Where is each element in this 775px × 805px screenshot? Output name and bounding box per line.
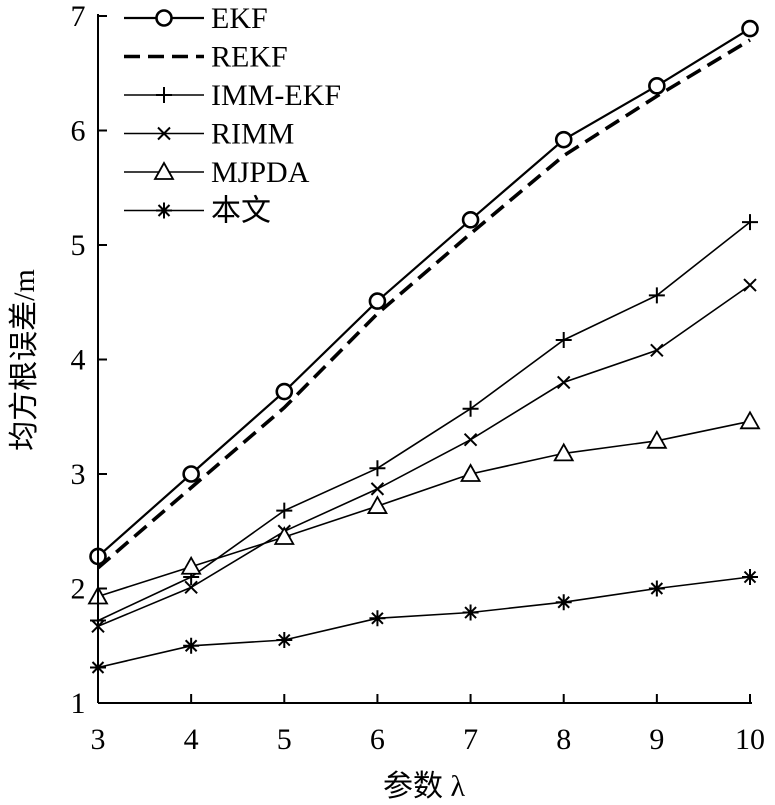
y-tick-label: 3: [71, 458, 86, 491]
legend-marker: [155, 9, 173, 27]
series-4: [87, 410, 761, 605]
y-tick-label: 7: [71, 0, 86, 33]
data-point: [366, 495, 388, 514]
legend-marker: [157, 126, 171, 141]
x-tick-label: 7: [463, 723, 478, 756]
legend-label: RIMM: [211, 118, 294, 151]
data-point: [648, 580, 665, 597]
y-tick-label: 5: [71, 229, 86, 262]
data-point: [184, 580, 198, 595]
x-tick-label: 10: [735, 723, 765, 756]
legend-marker: [156, 87, 172, 103]
series-line: [97, 420, 751, 598]
series-1: [96, 38, 751, 570]
legend-marker: [156, 202, 172, 219]
data-point: [648, 77, 666, 95]
data-point: [739, 410, 761, 430]
x-tick-label: 8: [556, 723, 571, 756]
data-point: [180, 555, 202, 575]
data-point: [554, 130, 573, 149]
y-axis-title: 均方根误差/m: [8, 269, 41, 451]
series-line: [96, 38, 751, 570]
data-point: [182, 465, 200, 483]
data-point: [553, 442, 575, 462]
x-tick-label: 9: [649, 723, 664, 756]
data-point: [742, 214, 758, 231]
x-axis-title: 参数 λ: [383, 770, 465, 803]
data-point: [276, 632, 293, 649]
legend-label: 本文: [211, 195, 271, 228]
y-tick-label: 2: [71, 573, 86, 606]
legend-label: MJPDA: [211, 156, 310, 189]
data-point: [743, 278, 757, 292]
data-point: [650, 343, 664, 358]
y-tick-label: 4: [71, 344, 86, 377]
series-line: [97, 576, 751, 669]
y-tick-label: 6: [71, 115, 86, 148]
data-point: [183, 637, 200, 654]
data-point: [276, 502, 293, 519]
legend: EKF REKF IMM-EKF RIMM MJPDA 本文: [124, 2, 341, 228]
data-point: [462, 604, 479, 621]
axes: 1 2 3 4 5 6 7 3 4 5 6 7 8 9 10: [71, 0, 766, 756]
data-point: [368, 292, 387, 310]
data-point: [555, 594, 572, 611]
data-point: [275, 382, 294, 401]
legend-label: EKF: [211, 2, 268, 35]
y-tick-label: 1: [71, 687, 86, 720]
legend-item: REKF: [124, 41, 288, 74]
legend-marker: [153, 161, 175, 180]
series-line: [97, 284, 751, 628]
legend-item: 本文: [124, 195, 271, 228]
data-point: [648, 287, 665, 304]
data-point: [273, 526, 295, 545]
plot-area: [87, 19, 761, 676]
legend-item: EKF: [124, 2, 268, 35]
legend-item: MJPDA: [124, 156, 310, 189]
series-0: [89, 19, 759, 566]
legend-label: REKF: [211, 41, 288, 74]
series-2: [90, 214, 758, 629]
legend-label: IMM-EKF: [211, 79, 341, 112]
x-tick-label: 6: [370, 723, 385, 756]
x-tick-label: 4: [184, 723, 199, 756]
data-point: [370, 482, 385, 496]
data-point: [462, 400, 479, 417]
data-point: [555, 332, 572, 349]
data-point: [463, 432, 478, 447]
series-line: [97, 221, 751, 622]
x-tick-label: 3: [91, 723, 106, 756]
data-point: [742, 569, 758, 586]
series-line: [97, 27, 751, 558]
data-point: [646, 429, 668, 449]
data-point: [557, 375, 571, 390]
data-point: [461, 211, 480, 229]
data-point: [460, 463, 482, 482]
x-tick-label: 5: [277, 723, 292, 756]
series-3: [91, 278, 757, 633]
legend-item: IMM-EKF: [124, 79, 341, 112]
data-point: [369, 610, 386, 627]
data-point: [369, 460, 386, 477]
legend-item: RIMM: [124, 118, 294, 151]
data-point: [741, 19, 759, 38]
